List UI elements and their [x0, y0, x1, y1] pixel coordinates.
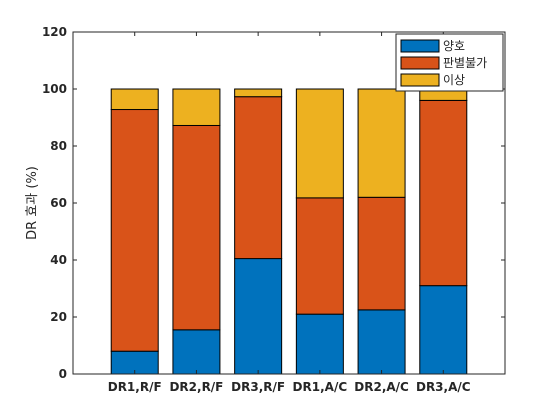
legend-label: 양호 [443, 39, 465, 53]
bar-segment-3-1 [234, 258, 283, 375]
y-tick-label: 80 [50, 139, 67, 153]
legend-label: 이상 [443, 73, 465, 87]
bar-segment-2-2 [172, 124, 221, 331]
x-tick-label: DR3,R/F [231, 380, 285, 394]
y-tick-label: 120 [42, 25, 67, 39]
bar-segment-5-2 [357, 196, 406, 311]
x-tick-label: DR1,A/C [293, 380, 348, 394]
y-tick-label: 60 [50, 196, 67, 210]
bar-segment-3-2 [234, 96, 283, 260]
bar-segment-6-1 [419, 285, 468, 375]
bar-segment-1-3 [110, 88, 159, 111]
y-tick-label: 40 [50, 253, 67, 267]
legend-swatch [400, 73, 440, 87]
legend-swatch [400, 56, 440, 70]
y-tick-label: 20 [50, 310, 67, 324]
legend-label: 판별불가 [443, 56, 487, 70]
y-tick-label: 100 [42, 82, 67, 96]
legend-swatch [400, 39, 440, 53]
bar-segment-4-3 [295, 88, 344, 199]
bar-segment-1-2 [110, 109, 159, 352]
bar-segment-6-2 [419, 99, 468, 287]
x-tick-label: DR2,R/F [169, 380, 223, 394]
x-tick-label: DR3,A/C [416, 380, 471, 394]
bar-segment-3-3 [234, 88, 283, 98]
x-tick-label: DR1,R/F [108, 380, 162, 394]
bar-segment-2-3 [172, 88, 221, 126]
bar-segment-4-2 [295, 197, 344, 315]
bar-segment-4-1 [295, 313, 344, 375]
y-axis-label: DR 효과 (%) [25, 166, 40, 240]
x-tick-label: DR2,A/C [354, 380, 409, 394]
y-tick-label: 0 [59, 367, 67, 381]
bar-segment-5-1 [357, 309, 406, 375]
bar-segment-2-1 [172, 329, 221, 375]
bar-segment-5-3 [357, 88, 406, 198]
